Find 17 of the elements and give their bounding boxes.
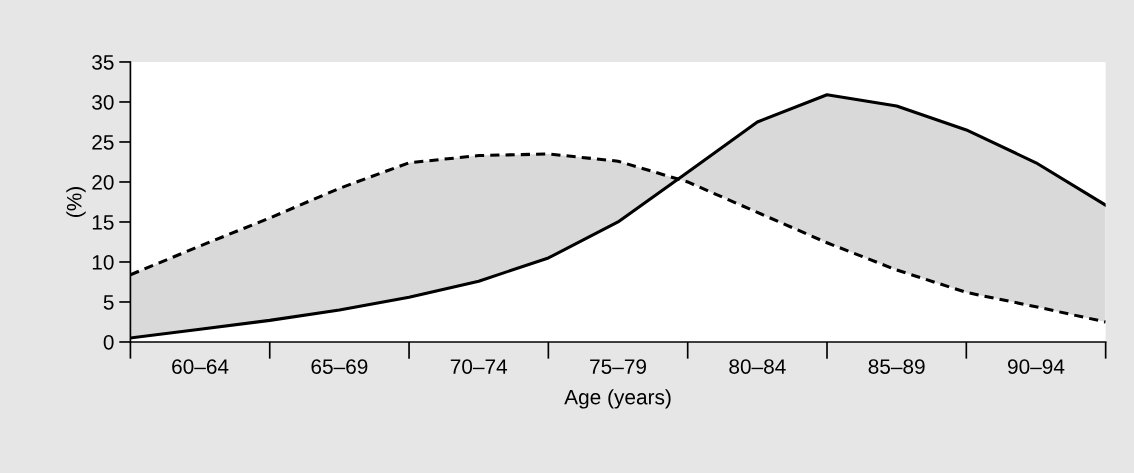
y-tick-label: 15 [92, 215, 114, 230]
y-tick-label: 0 [103, 334, 114, 350]
y-tick-label: 5 [103, 295, 114, 310]
y-tick-label: 35 [92, 54, 114, 70]
x-tick-label: 60–64 [172, 359, 229, 374]
y-tick-label: 10 [92, 254, 114, 270]
x-axis-title: Age (years) [564, 389, 671, 409]
x-tick-label: 80–84 [729, 359, 786, 374]
y-tick-label: 30 [92, 94, 114, 110]
x-tick-label: 90–94 [1008, 359, 1065, 374]
y-tick-label: 20 [92, 174, 114, 190]
x-tick-label: 65–69 [311, 359, 368, 374]
x-tick-label: 70–74 [450, 359, 508, 374]
x-tick-label: 75–79 [590, 359, 647, 374]
y-axis-title: (%) [66, 187, 86, 217]
x-tick-label: 85–89 [868, 359, 925, 374]
y-tick-label: 25 [92, 134, 114, 150]
